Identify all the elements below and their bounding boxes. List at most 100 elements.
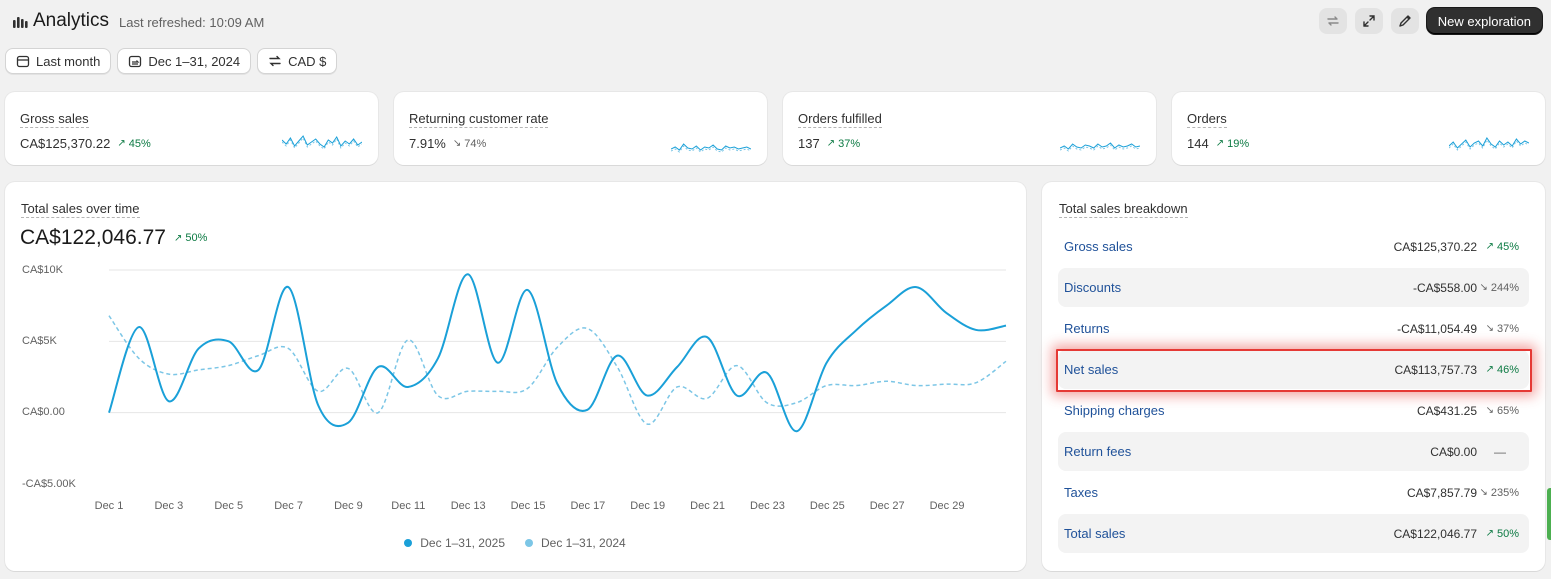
breakdown-row-delta: ↘ 37% xyxy=(1485,322,1519,335)
currency-filter[interactable]: CAD $ xyxy=(257,48,338,74)
side-panel-tab[interactable] xyxy=(1547,488,1551,540)
breakdown-row-delta: — xyxy=(1494,444,1506,459)
sales-line-chart[interactable] xyxy=(5,182,1026,571)
legend-item-current[interactable]: Dec 1–31, 2025 xyxy=(404,536,505,550)
sparkline-current xyxy=(1449,137,1529,149)
breakdown-row-label[interactable]: Returns xyxy=(1064,321,1110,336)
kpi-value: 144 xyxy=(1187,136,1209,151)
arrow-up-icon: ↗ xyxy=(173,232,183,244)
breakdown-row-delta: ↘ 244% xyxy=(1479,281,1519,294)
series-line-previous[interactable] xyxy=(108,315,1007,425)
breakdown-title[interactable]: Total sales breakdown xyxy=(1059,201,1188,218)
x-tick-label: Dec 17 xyxy=(570,500,606,512)
x-tick-label: Dec 23 xyxy=(750,500,785,512)
breakdown-row-value: CA$431.25 xyxy=(1416,403,1477,418)
filter-bar: Last month Dec 1–31, 2024 CAD $ xyxy=(5,48,343,74)
kpi-value-row: CA$125,370.22 ↗ 45% xyxy=(20,136,151,151)
fullscreen-button[interactable] xyxy=(1354,8,1383,34)
breakdown-row-value: -CA$558.00 xyxy=(1412,280,1477,295)
kpi-value: 137 xyxy=(798,136,820,151)
title-group: Analytics Last refreshed: 10:09 AM xyxy=(12,10,264,32)
chart-total-value: CA$122,046.77 xyxy=(20,226,166,249)
kpi-card-orders-fulfilled[interactable]: Orders fulfilled 137 ↗ 37% xyxy=(783,92,1156,165)
kpi-delta: ↗ 19% xyxy=(1215,137,1250,150)
kpi-value-row: 7.91% ↘ 74% xyxy=(409,136,486,151)
breakdown-row-delta: ↘ 65% xyxy=(1485,404,1519,417)
kpi-delta: ↗ 37% xyxy=(826,137,861,150)
breakdown-row-label[interactable]: Net sales xyxy=(1064,362,1119,377)
breakdown-row-label[interactable]: Discounts xyxy=(1064,280,1122,295)
breakdown-row-label[interactable]: Total sales xyxy=(1064,526,1126,541)
edit-button[interactable] xyxy=(1390,8,1419,34)
kpi-label: Returning customer rate xyxy=(409,111,549,128)
page-title: Analytics xyxy=(33,10,110,31)
kpi-value: 7.91% xyxy=(409,136,446,151)
calendar-icon xyxy=(16,55,30,68)
breakdown-row: Total sales CA$122,046.77 ↗ 50% xyxy=(1058,514,1529,553)
breakdown-row-values: CA$125,370.22 ↗ 45% xyxy=(1394,240,1519,254)
legend-dot xyxy=(404,539,413,547)
x-tick-label: Dec 9 xyxy=(334,500,363,512)
date-range-filter[interactable]: Last month xyxy=(5,48,112,74)
x-tick-label: Dec 13 xyxy=(450,500,486,512)
arrow-down-icon: ↘ xyxy=(1485,405,1494,416)
legend-dot xyxy=(525,539,533,547)
breakdown-row-values: CA$113,757.73 ↗ 46% xyxy=(1394,363,1519,377)
sales-over-time-card: Total sales over time CA$122,046.77 ↗ 50%… xyxy=(5,182,1026,571)
chart-total-delta: ↗ 50% xyxy=(173,232,208,244)
new-exploration-button[interactable]: New exploration xyxy=(1426,8,1542,34)
arrow-up-icon: ↗ xyxy=(117,138,126,149)
sparkline-previous xyxy=(671,145,751,153)
breakdown-row-label[interactable]: Gross sales xyxy=(1064,239,1133,254)
kpi-label: Orders fulfilled xyxy=(798,111,882,128)
last-refreshed-text: Last refreshed: 10:09 AM xyxy=(119,14,265,30)
kpi-delta: ↗ 45% xyxy=(117,137,151,150)
breakdown-row-label[interactable]: Taxes xyxy=(1064,485,1098,500)
refresh-button[interactable] xyxy=(1318,8,1347,34)
arrow-down-icon: ↘ xyxy=(1479,282,1488,293)
kpi-delta: ↘ 74% xyxy=(452,137,487,150)
arrow-down-icon: ↘ xyxy=(1485,323,1494,334)
sales-breakdown-card: Total sales breakdown Gross sales CA$125,… xyxy=(1042,182,1545,571)
breakdown-row: Shipping charges CA$431.25 ↘ 65% xyxy=(1058,391,1529,430)
breakdown-row-delta: ↗ 45% xyxy=(1485,240,1519,253)
comparison-label: Dec 1–31, 2024 xyxy=(148,53,241,69)
kpi-card-gross-sales[interactable]: Gross sales CA$125,370.22 ↗ 45% xyxy=(5,92,378,165)
kpi-value: CA$125,370.22 xyxy=(20,136,111,151)
analytics-icon xyxy=(13,17,28,28)
y-tick-label: CA$0.00 xyxy=(22,406,65,418)
arrow-up-icon: ↗ xyxy=(1215,138,1225,149)
breakdown-row-label[interactable]: Return fees xyxy=(1064,444,1132,459)
breakdown-row: Gross sales CA$125,370.22 ↗ 45% xyxy=(1058,227,1529,266)
x-tick-label: Dec 27 xyxy=(869,500,905,512)
y-tick-label: CA$10K xyxy=(22,264,63,276)
x-tick-label: Dec 25 xyxy=(809,500,845,512)
date-range-label: Last month xyxy=(36,53,101,69)
chart-total: CA$122,046.77 ↗ 50% xyxy=(20,226,207,250)
legend-item-previous[interactable]: Dec 1–31, 2024 xyxy=(525,536,626,550)
kpi-sparkline xyxy=(1060,142,1140,152)
kpi-card-orders[interactable]: Orders 144 ↗ 19% xyxy=(1172,92,1545,165)
breakdown-row-value: CA$125,370.22 xyxy=(1393,239,1477,254)
breakdown-row-label[interactable]: Shipping charges xyxy=(1064,403,1165,418)
x-tick-label: Dec 19 xyxy=(630,500,666,512)
breakdown-row-values: -CA$11,054.49 ↘ 37% xyxy=(1397,322,1519,336)
arrow-down-icon: ↘ xyxy=(1479,487,1488,498)
breakdown-row-values: CA$7,857.79 ↘ 235% xyxy=(1407,486,1519,500)
x-tick-label: Dec 7 xyxy=(274,500,303,512)
breakdown-row-values: CA$431.25 ↘ 65% xyxy=(1417,404,1519,418)
chart-title[interactable]: Total sales over time xyxy=(21,201,140,218)
x-tick-label: Dec 1 xyxy=(94,500,124,512)
breakdown-row-value: CA$113,757.73 xyxy=(1394,362,1477,377)
breakdown-row: Taxes CA$7,857.79 ↘ 235% xyxy=(1058,473,1529,512)
kpi-sparkline xyxy=(1449,137,1529,151)
x-tick-label: Dec 11 xyxy=(391,500,426,512)
x-tick-label: Dec 3 xyxy=(154,500,184,512)
breakdown-row-delta: ↘ 235% xyxy=(1479,486,1519,499)
breakdown-row-values: CA$122,046.77 ↗ 50% xyxy=(1394,527,1519,541)
kpi-label: Orders xyxy=(1187,111,1227,128)
kpi-card-returning-customer-rate[interactable]: Returning customer rate 7.91% ↘ 74% xyxy=(394,92,767,165)
series-line-current[interactable] xyxy=(108,273,1007,433)
comparison-filter[interactable]: Dec 1–31, 2024 xyxy=(117,48,252,74)
x-tick-label: Dec 15 xyxy=(510,500,546,512)
